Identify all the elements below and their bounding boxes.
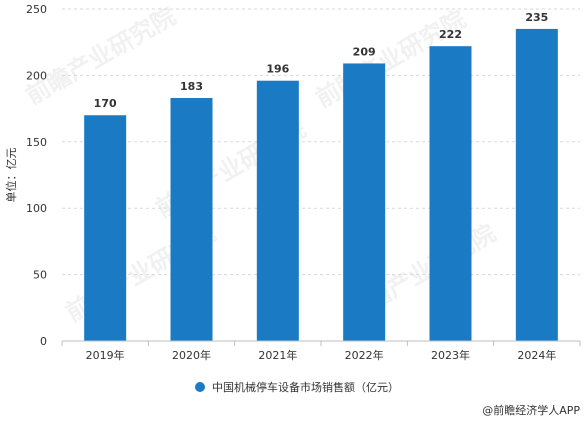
- y-tick-label: 0: [40, 335, 47, 348]
- bars: [84, 28, 558, 342]
- y-tick-label: 150: [26, 136, 47, 149]
- watermark-text: 前瞻产业研究院: [21, 2, 180, 110]
- x-tick-label: 2022年: [345, 348, 384, 362]
- data-label: 196: [266, 63, 289, 76]
- bar: [429, 46, 472, 342]
- bar: [343, 63, 386, 342]
- y-tick-label: 250: [26, 3, 47, 16]
- data-label: 235: [525, 11, 548, 24]
- legend-label: 中国机械停车设备市场销售额（亿元）: [212, 380, 399, 394]
- data-label: 183: [180, 80, 203, 93]
- x-tick-labels: 2019年 2020年 2021年 2022年 2023年 2024年: [86, 348, 557, 362]
- bar: [515, 28, 558, 341]
- x-tick-label: 2021年: [258, 348, 297, 362]
- data-label: 209: [353, 45, 376, 58]
- x-tick-label: 2019年: [86, 348, 125, 362]
- legend-circle-icon: [195, 382, 205, 392]
- x-tick-label: 2024年: [517, 348, 556, 362]
- data-labels: 170 183 196 209 222 235: [94, 11, 549, 110]
- bar: [170, 97, 213, 341]
- y-tick-label: 200: [26, 69, 47, 82]
- x-tick-label: 2023年: [431, 348, 470, 362]
- y-tick-labels: 0 50 100 150 200 250: [26, 3, 47, 348]
- legend: 中国机械停车设备市场销售额（亿元）: [195, 380, 399, 394]
- bar: [256, 80, 299, 341]
- x-tick-label: 2020年: [172, 348, 211, 362]
- data-label: 170: [94, 97, 117, 110]
- axes: [61, 340, 581, 346]
- bar: [84, 115, 127, 342]
- y-tick-label: 50: [33, 269, 47, 282]
- y-axis-label: 单位：亿元: [4, 148, 18, 203]
- source-credit: @前瞻经济学人APP: [482, 403, 580, 417]
- gridlines: [62, 8, 580, 276]
- y-tick-label: 100: [26, 202, 47, 215]
- data-label: 222: [439, 28, 462, 41]
